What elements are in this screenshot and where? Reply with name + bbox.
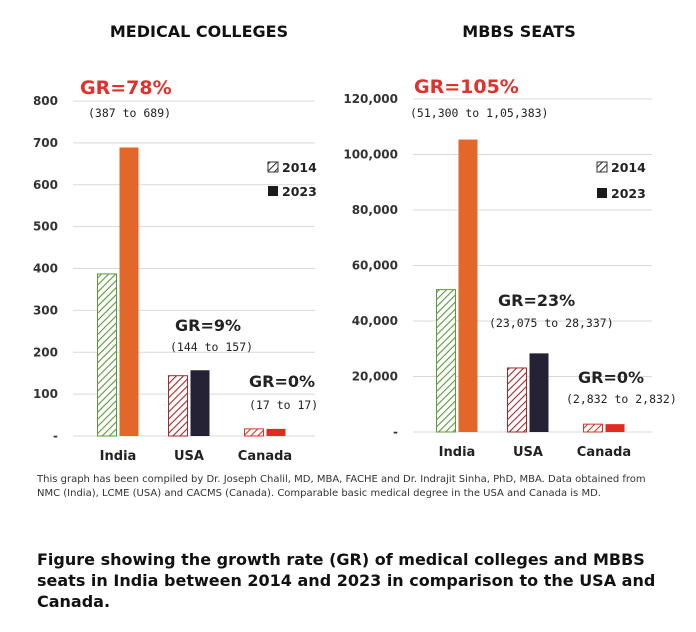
- figure-caption: Figure showing the growth rate (GR) of m…: [37, 550, 656, 611]
- bar-india-2014: [436, 289, 456, 433]
- y-tick-label: 600: [33, 178, 58, 192]
- legend-swatch-2014: [267, 161, 279, 173]
- growth-rate-label: GR=0%: [578, 368, 644, 387]
- y-tick-label: -: [393, 425, 398, 439]
- growth-range-label: (144 to 157): [170, 340, 253, 354]
- growth-rate-label: GR=0%: [249, 372, 315, 391]
- y-tick-label: 40,000: [352, 314, 398, 328]
- x-category-label: India: [100, 449, 137, 464]
- growth-range-label: (23,075 to 28,337): [489, 316, 614, 330]
- y-tick-label: 60,000: [352, 259, 398, 273]
- bar-india-2023: [119, 147, 139, 436]
- y-tick-label: 120,000: [343, 92, 398, 106]
- y-tick-label: 500: [33, 220, 58, 234]
- bar-usa-2023: [529, 353, 549, 432]
- x-category-label: USA: [513, 445, 543, 460]
- y-tick-label: -: [53, 429, 58, 443]
- growth-rate-label: GR=105%: [414, 76, 519, 98]
- y-tick-label: 800: [33, 94, 58, 108]
- growth-rate-label: GR=78%: [80, 77, 172, 99]
- legend-label-2014: 2014: [282, 160, 317, 175]
- x-category-label: India: [439, 445, 476, 460]
- growth-range-label: (387 to 689): [88, 106, 171, 120]
- legend-swatch-2014: [596, 161, 608, 173]
- chart-title: MEDICAL COLLEGES: [110, 22, 288, 41]
- growth-rate-label: GR=9%: [175, 316, 241, 335]
- chart-title: MBBS SEATS: [462, 22, 575, 41]
- bar-canada-2023: [605, 424, 625, 432]
- x-category-label: Canada: [238, 449, 292, 464]
- legend-label-2023: 2023: [282, 184, 317, 199]
- footnote: This graph has been compiled by Dr. Jose…: [37, 474, 646, 499]
- y-tick-label: 100,000: [343, 148, 398, 162]
- x-category-label: Canada: [577, 445, 631, 460]
- bar-canada-2023: [266, 428, 286, 436]
- legend-swatch-2023: [268, 186, 278, 196]
- y-tick-label: 700: [33, 136, 58, 150]
- bar-usa-2014: [168, 375, 188, 437]
- bar-usa-2023: [190, 370, 210, 436]
- bar-usa-2014: [507, 367, 527, 433]
- bar-india-2023: [458, 139, 478, 432]
- legend-swatch-2023: [597, 188, 607, 198]
- growth-range-label: (2,832 to 2,832): [566, 392, 677, 406]
- growth-range-label: (51,300 to 1,05,383): [410, 106, 548, 120]
- x-category-label: USA: [174, 449, 204, 464]
- bar-canada-2014: [244, 428, 264, 437]
- y-tick-label: 100: [33, 387, 58, 401]
- y-tick-label: 80,000: [352, 203, 398, 217]
- legend-label-2023: 2023: [611, 186, 646, 201]
- growth-range-label: (17 to 17): [249, 398, 318, 412]
- growth-rate-label: GR=23%: [498, 291, 575, 310]
- y-tick-label: 300: [33, 303, 58, 317]
- bar-india-2014: [97, 273, 117, 437]
- y-tick-label: 200: [33, 345, 58, 359]
- y-tick-label: 20,000: [352, 370, 398, 384]
- bar-canada-2014: [583, 423, 603, 433]
- y-tick-label: 400: [33, 262, 58, 276]
- legend-label-2014: 2014: [611, 160, 646, 175]
- charts-figure: MEDICAL COLLEGES - 100 200 300 400 500 600 700 80…: [33, 22, 677, 464]
